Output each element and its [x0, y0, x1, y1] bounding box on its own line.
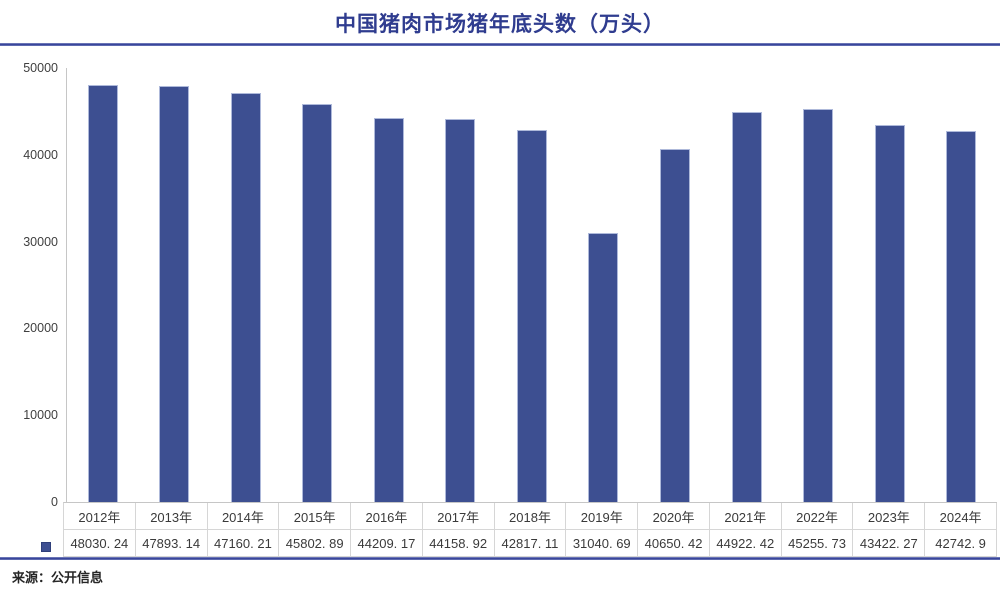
bar — [159, 86, 190, 502]
bar-column-2024年 — [925, 68, 997, 502]
bar — [660, 149, 691, 502]
year-cell: 2016年 — [351, 503, 423, 530]
value-cell: 44209. 17 — [351, 530, 423, 557]
y-tick-label: 0 — [51, 495, 58, 509]
series-legend-marker — [41, 542, 51, 552]
bar-column-2013年 — [139, 68, 211, 502]
year-header-row: 2012年 2013年 2014年 2015年 2016年 2017年 2018年 2019年… — [63, 502, 997, 530]
value-cell: 47893. 14 — [135, 530, 208, 557]
bar-column-2016年 — [353, 68, 425, 502]
value-cell: 40650. 42 — [638, 530, 710, 557]
bar — [373, 118, 404, 502]
bar — [302, 104, 333, 502]
bar — [946, 131, 977, 502]
bar — [874, 125, 905, 502]
year-cell: 2012年 — [64, 503, 136, 530]
value-cell: 42742. 9 — [925, 530, 997, 557]
value-cell: 47160. 21 — [207, 530, 280, 557]
bar-column-2014年 — [210, 68, 282, 502]
bar-column-2019年 — [568, 68, 640, 502]
year-cell: 2019年 — [566, 503, 639, 530]
bar — [803, 109, 834, 502]
data-table: 2012年 2013年 2014年 2015年 2016年 2017年 2018年 2019年… — [63, 502, 997, 557]
year-cell: 2015年 — [279, 503, 352, 530]
year-cell: 2013年 — [135, 503, 208, 530]
year-cell: 2014年 — [207, 503, 280, 530]
value-cell: 44158. 92 — [422, 530, 495, 557]
bar-column-2023年 — [854, 68, 926, 502]
source-note: 来源：公开信息 — [12, 570, 104, 585]
value-cell: 45802. 89 — [279, 530, 352, 557]
bar-column-2021年 — [711, 68, 783, 502]
title-divider-line — [0, 43, 1000, 46]
value-cell: 42817. 11 — [494, 530, 567, 557]
y-tick-label: 10000 — [23, 408, 58, 423]
year-cell: 2018年 — [494, 503, 567, 530]
bar — [516, 130, 547, 502]
bar-column-2012年 — [67, 68, 139, 502]
bar — [588, 232, 619, 502]
year-cell: 2024年 — [925, 503, 997, 530]
bar-column-2018年 — [496, 68, 568, 502]
year-cell: 2023年 — [853, 503, 926, 530]
bottom-divider-line — [0, 557, 1000, 560]
year-cell: 2017年 — [422, 503, 495, 530]
chart-title: 中国猪肉市场猪年底头数（万头） — [335, 13, 665, 36]
value-cell: 31040. 69 — [566, 530, 639, 557]
y-tick-label: 40000 — [23, 147, 58, 162]
value-cell: 44922. 42 — [709, 530, 782, 557]
bar-column-2015年 — [282, 68, 354, 502]
bar-column-2022年 — [782, 68, 854, 502]
bar — [445, 118, 476, 502]
bar — [731, 112, 762, 502]
plot-area — [66, 68, 997, 502]
value-cell: 45255. 73 — [781, 530, 854, 557]
value-row: 48030. 24 47893. 14 47160. 21 45802. 89 4420… — [63, 530, 997, 557]
bar — [87, 85, 118, 502]
year-cell: 2021年 — [709, 503, 782, 530]
y-tick-label: 30000 — [23, 234, 58, 249]
y-tick-label: 20000 — [23, 321, 58, 336]
value-cell: 48030. 24 — [64, 530, 136, 557]
year-cell: 2022年 — [781, 503, 854, 530]
y-tick-label: 50000 — [23, 61, 58, 75]
bar — [230, 92, 261, 502]
year-cell: 2020年 — [638, 503, 710, 530]
bar-column-2020年 — [639, 68, 711, 502]
bar-column-2017年 — [425, 68, 497, 502]
value-cell: 43422. 27 — [853, 530, 926, 557]
